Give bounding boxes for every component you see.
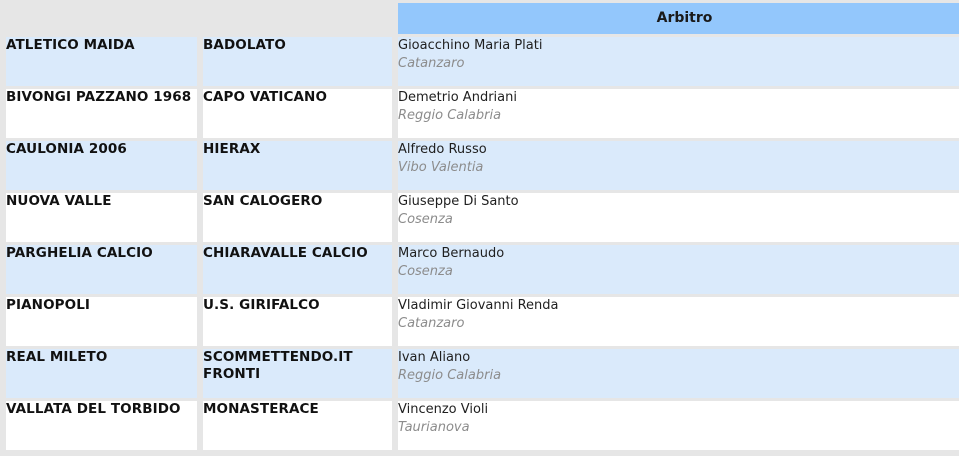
table-row: VALLATA DEL TORBIDO MONASTERACE Vincenzo V… <box>6 401 959 450</box>
referee-name: Alfredo Russo <box>398 142 487 157</box>
referee-name: Demetrio Andriani <box>398 90 517 105</box>
away-team-cell: U.S. GIRIFALCO <box>203 297 392 346</box>
table-row: NUOVA VALLE SAN CALOGERO Giuseppe Di Santo… <box>6 193 959 242</box>
home-team-cell: PIANOPOLI <box>6 297 197 346</box>
table-row: CAULONIA 2006 HIERAX Alfredo Russo Vibo Val… <box>6 141 959 190</box>
referee-city: Cosenza <box>398 264 453 279</box>
referee-name: Marco Bernaudo <box>398 246 505 261</box>
referee-cell: Giuseppe Di Santo Cosenza <box>398 193 959 242</box>
home-team-cell: ATLETICO MAIDA <box>6 37 197 86</box>
referee-name: Gioacchino Maria Plati <box>398 38 543 53</box>
home-team-cell: REAL MILETO <box>6 349 197 398</box>
home-team-cell: BIVONGI PAZZANO 1968 <box>6 89 197 138</box>
table-body: ATLETICO MAIDA BADOLATO Gioacchino Maria P… <box>6 37 959 450</box>
home-team-cell: PARGHELIA CALCIO <box>6 245 197 294</box>
table-row: ATLETICO MAIDA BADOLATO Gioacchino Maria P… <box>6 37 959 86</box>
away-team-cell: BADOLATO <box>203 37 392 86</box>
away-team-cell: SCOMMETTENDO.IT FRONTI <box>203 349 392 398</box>
referee-name: Vincenzo Violi <box>398 402 489 417</box>
referee-city: Vibo Valentia <box>398 160 484 175</box>
referee-cell: Vincenzo Violi Taurianova <box>398 401 959 450</box>
home-team-cell: VALLATA DEL TORBIDO <box>6 401 197 450</box>
away-team-cell: MONASTERACE <box>203 401 392 450</box>
referee-city: Reggio Calabria <box>398 108 502 123</box>
referee-city: Reggio Calabria <box>398 368 502 383</box>
away-team-cell: HIERAX <box>203 141 392 190</box>
table-header: Arbitro <box>6 3 959 34</box>
referee-cell: Demetrio Andriani Reggio Calabria <box>398 89 959 138</box>
referee-cell: Gioacchino Maria Plati Catanzaro <box>398 37 959 86</box>
referee-cell: Alfredo Russo Vibo Valentia <box>398 141 959 190</box>
referee-city: Taurianova <box>398 420 470 435</box>
referee-name: Ivan Aliano <box>398 350 471 365</box>
referee-city: Catanzaro <box>398 316 465 331</box>
referee-cell: Ivan Aliano Reggio Calabria <box>398 349 959 398</box>
table-row: PARGHELIA CALCIO CHIARAVALLE CALCIO Marco … <box>6 245 959 294</box>
column-header-referee: Arbitro <box>398 3 959 34</box>
home-team-cell: CAULONIA 2006 <box>6 141 197 190</box>
column-header-away-team <box>203 3 392 34</box>
column-header-home-team <box>6 3 197 34</box>
referee-name: Giuseppe Di Santo <box>398 194 519 209</box>
home-team-cell: NUOVA VALLE <box>6 193 197 242</box>
referee-name: Vladimir Giovanni Renda <box>398 298 559 313</box>
referee-cell: Marco Bernaudo Cosenza <box>398 245 959 294</box>
away-team-cell: CHIARAVALLE CALCIO <box>203 245 392 294</box>
table-row: REAL MILETO SCOMMETTENDO.IT FRONTI Ivan Al… <box>6 349 959 398</box>
referee-city: Cosenza <box>398 212 453 227</box>
table-row: BIVONGI PAZZANO 1968 CAPO VATICANO Demetri… <box>6 89 959 138</box>
referee-cell: Vladimir Giovanni Renda Catanzaro <box>398 297 959 346</box>
referee-city: Catanzaro <box>398 56 465 71</box>
table-row: PIANOPOLI U.S. GIRIFALCO Vladimir Giovanni… <box>6 297 959 346</box>
table-header-row: Arbitro <box>6 3 959 34</box>
away-team-cell: SAN CALOGERO <box>203 193 392 242</box>
away-team-cell: CAPO VATICANO <box>203 89 392 138</box>
